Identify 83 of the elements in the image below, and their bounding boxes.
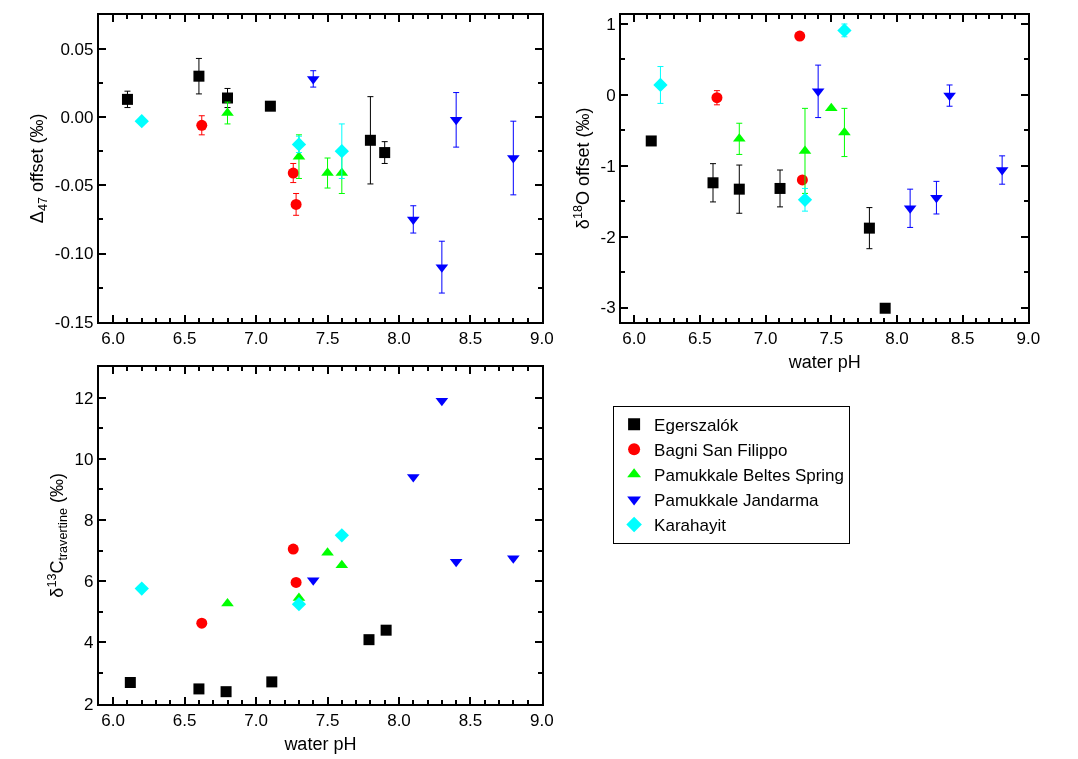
y-tick-label: -3 (600, 298, 616, 318)
x-tick-label: 8.0 (885, 329, 909, 349)
x-tick-label: 8.5 (458, 711, 483, 731)
x-tick-label: 8.5 (950, 329, 975, 349)
x-tick-label: 8.0 (387, 711, 411, 731)
y-tick-label: 0.05 (60, 39, 94, 59)
x-tick-label: 7.0 (753, 329, 778, 349)
point (824, 102, 838, 112)
y-tick-label: 6 (84, 572, 94, 592)
point (196, 617, 208, 629)
point (930, 194, 943, 204)
point (134, 581, 149, 596)
point (449, 558, 463, 568)
point (707, 177, 719, 189)
y-tick-label: -1 (600, 156, 616, 176)
x-tick-label: 7.0 (244, 711, 268, 731)
point (379, 147, 391, 159)
point (287, 543, 299, 555)
point (287, 167, 299, 179)
y-tick-label: 8 (84, 511, 94, 531)
legend-label: Karahayit (654, 516, 727, 536)
point (645, 135, 657, 147)
point (863, 222, 875, 234)
y-tick-label: 0 (606, 85, 616, 105)
y-tick-label: 4 (84, 633, 94, 653)
y-tick-label: -0.15 (54, 312, 94, 332)
point (266, 676, 278, 688)
x-tick-label: 9.0 (530, 329, 554, 349)
point (837, 23, 852, 38)
point (290, 198, 302, 210)
point (264, 100, 276, 112)
point (838, 126, 851, 136)
point (380, 624, 392, 636)
x-tick-label: 6.5 (688, 329, 712, 349)
y-tick-label: 10 (74, 449, 94, 469)
x-tick-label: 6.5 (172, 711, 197, 731)
legend-label: Bagni San Filippo (654, 440, 788, 460)
y-tick-label: 0.00 (60, 108, 94, 128)
point (291, 137, 307, 152)
point (363, 634, 375, 646)
x-tick-label: 6.0 (101, 329, 125, 349)
point (121, 93, 133, 105)
legend-label: Egerszalók (654, 415, 739, 435)
point (193, 70, 205, 82)
x-tick-label: 6.5 (172, 329, 197, 349)
point (797, 192, 813, 207)
x-tick-label: 9.0 (530, 711, 554, 731)
x-tick-label: 6.0 (622, 329, 646, 349)
x-tick-label: 7.0 (244, 329, 268, 349)
point (774, 182, 786, 194)
point (334, 528, 349, 543)
x-tick-label: 7.5 (819, 329, 844, 349)
point (794, 30, 806, 42)
point (364, 134, 376, 146)
x-axis-title: water pH (283, 733, 357, 754)
point (290, 576, 302, 588)
x-tick-label: 8.0 (387, 329, 411, 349)
point (733, 183, 745, 195)
point (134, 114, 149, 129)
point (653, 77, 668, 93)
x-axis-title: water pH (787, 351, 861, 372)
point (196, 119, 208, 131)
point (335, 559, 349, 569)
x-tick-label: 7.5 (315, 711, 340, 731)
y-tick-label: -0.10 (54, 244, 94, 264)
point (291, 597, 307, 612)
y-tick-label: 1 (606, 14, 616, 34)
y-tick-label: -0.05 (54, 176, 94, 196)
point (124, 677, 136, 688)
x-tick-label: 7.5 (315, 329, 340, 349)
point (879, 302, 891, 314)
y-tick-label: 12 (74, 388, 94, 408)
point (334, 144, 349, 159)
legend-label: Pamukkale Beltes Spring (654, 465, 845, 485)
y-tick-label: 2 (84, 694, 94, 714)
y-tick-label: -2 (600, 227, 616, 247)
x-tick-label: 6.0 (101, 711, 125, 731)
point (220, 686, 232, 698)
x-tick-label: 8.5 (458, 329, 483, 349)
point (943, 92, 956, 102)
point (193, 683, 205, 695)
x-tick-label: 9.0 (1016, 329, 1041, 349)
legend-label: Pamukkale Jandarma (654, 491, 820, 511)
